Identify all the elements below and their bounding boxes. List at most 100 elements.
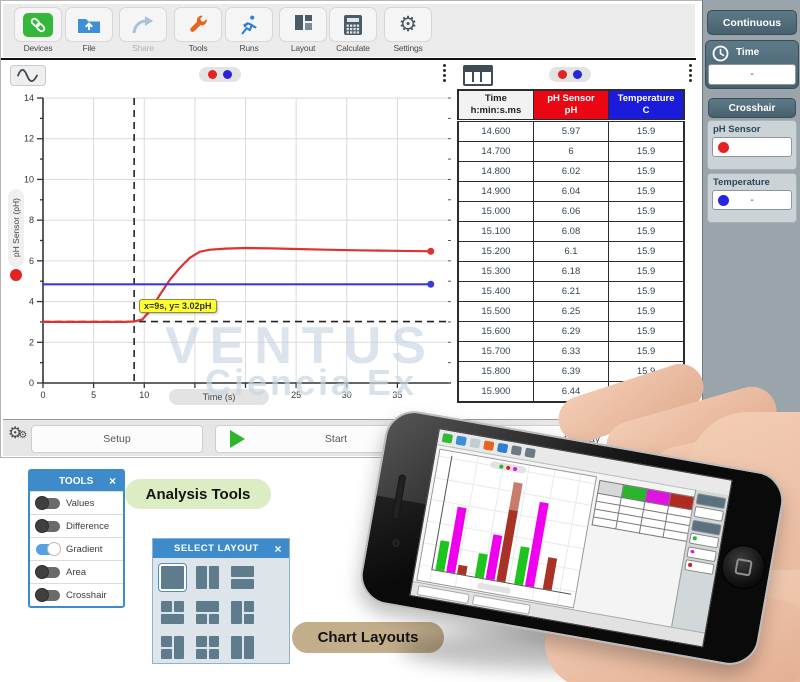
table-cell: 6.08 (532, 220, 610, 242)
runner-icon (238, 14, 260, 36)
crosshair-channel-temperature: Temperature - (707, 173, 797, 223)
layout-option-one-top-two-bottom[interactable] (194, 599, 221, 626)
column-header[interactable]: Temperature C (608, 89, 685, 121)
layout-option-two-columns-b[interactable] (229, 634, 256, 661)
table-row[interactable]: 14.900 6.04 15.9 (457, 180, 685, 202)
mini-chart-bar (457, 564, 468, 576)
table-icon[interactable] (463, 65, 493, 86)
column-header[interactable]: pH Sensor pH (532, 89, 610, 121)
mini-chart-bar (542, 557, 558, 591)
toggle-switch[interactable] (35, 565, 60, 579)
table-cell: 15.200 (457, 240, 534, 262)
toolbar-button-label: Calculate (336, 43, 370, 53)
toolbar-button-settings[interactable]: ⚙ Settings (381, 7, 435, 53)
graph-legend-pill[interactable] (199, 67, 241, 82)
table-cell: 6.21 (532, 280, 610, 302)
layout-option-two-rows[interactable] (229, 564, 256, 591)
toggle-switch[interactable] (35, 519, 60, 533)
toolbar-button-file[interactable]: File (62, 7, 116, 53)
table-cell: 6.18 (532, 260, 610, 282)
layout-option-single[interactable] (158, 563, 187, 592)
graph-menu-icon[interactable] (441, 64, 447, 82)
table-cell: 15.9 (608, 280, 685, 302)
chart-layouts-callout: Chart Layouts (292, 622, 444, 653)
table-row[interactable]: 15.200 6.1 15.9 (457, 240, 685, 262)
table-menu-icon[interactable] (687, 64, 693, 82)
close-icon[interactable]: × (274, 541, 282, 556)
table-cell: 15.000 (457, 200, 534, 222)
mini-chart-bar (446, 506, 467, 574)
table-row[interactable]: 14.700 6 15.9 (457, 140, 685, 162)
layout-option-two-top-one-bottom[interactable] (159, 599, 186, 626)
column-header[interactable]: Time h:min:s.ms (457, 89, 534, 121)
table-row[interactable]: 15.500 6.25 15.9 (457, 300, 685, 322)
table-cell: 15.300 (457, 260, 534, 282)
svg-text:25: 25 (291, 390, 301, 400)
channel-value: - (750, 194, 754, 206)
link-icon (23, 12, 53, 37)
channel-dot (718, 141, 729, 153)
setup-button[interactable]: Setup (31, 425, 203, 453)
table-row[interactable]: 15.000 6.06 15.9 (457, 200, 685, 222)
table-cell: 5.97 (532, 119, 610, 142)
data-table[interactable]: Time h:min:s.ms pH Sensor pH Temperature C 14… (457, 89, 685, 403)
toolbar-button-layout[interactable]: Layout (276, 7, 330, 53)
select-layout-panel: SELECT LAYOUT × (152, 538, 290, 664)
toggle-switch[interactable] (35, 588, 60, 602)
table-cell: 14.900 (457, 180, 534, 202)
main-toolbar: Devices File Share Tools Runs Layout Calculate… (3, 4, 695, 57)
toolbar-button-calculate[interactable]: Calculate (326, 7, 380, 53)
layout-option-two-left-one-right[interactable] (159, 634, 186, 661)
table-cell: 15.9 (608, 260, 685, 282)
channel-dot (718, 194, 729, 206)
mini-toolbar-icon (441, 433, 454, 444)
toolbar-button-label: Layout (290, 43, 316, 53)
channel-value-field[interactable] (712, 137, 792, 157)
setup-gears-icon: ⚙⚙ (8, 425, 28, 442)
mini-toolbar-icon (496, 442, 509, 454)
layout-option-one-left-two-right[interactable] (229, 599, 256, 626)
time-value-field[interactable]: - (708, 64, 796, 85)
table-cell: 15.500 (457, 300, 534, 322)
close-icon[interactable]: × (108, 474, 116, 488)
toolbar-button-runs[interactable]: Runs (222, 7, 276, 53)
table-row[interactable]: 14.600 5.97 15.9 (457, 119, 685, 142)
toggle-switch[interactable] (35, 496, 60, 510)
y-axis-label: pH Sensor (pH) (8, 189, 24, 267)
toggle-label: Area (66, 566, 87, 578)
tool-toggle-row-difference: Difference (30, 514, 123, 537)
table-row[interactable]: 15.100 6.08 15.9 (457, 220, 685, 242)
toolbar-button-devices[interactable]: Devices (11, 7, 65, 53)
crosshair-tooltip: x=9s, y= 3.02pH (139, 299, 217, 313)
graph-type-button[interactable] (10, 65, 46, 86)
table-legend-pill[interactable] (549, 67, 591, 82)
layout-icon (294, 14, 312, 35)
table-row[interactable]: 14.800 6.02 15.9 (457, 160, 685, 182)
time-label: Time (736, 47, 760, 58)
toolbar-button-label: Tools (188, 43, 208, 53)
mini-bar-chart (416, 448, 598, 609)
toolbar-button-tools[interactable]: Tools (171, 7, 225, 53)
tool-toggle-row-gradient: Gradient (30, 537, 123, 560)
table-row[interactable]: 15.600 6.29 15.9 (457, 320, 685, 342)
table-cell: 15.9 (608, 340, 685, 362)
crosshair-channel-ph-sensor: pH Sensor (707, 120, 797, 170)
gear-icon: ⚙ (398, 12, 418, 36)
svg-text:6: 6 (29, 256, 34, 266)
channel-value-field[interactable]: - (712, 190, 792, 210)
toggle-switch[interactable] (36, 542, 61, 556)
mini-sidebar-button (688, 532, 720, 549)
tool-toggle-row-area: Area (30, 560, 123, 583)
table-row[interactable]: 15.700 6.33 15.9 (457, 340, 685, 362)
table-cell: 14.600 (457, 119, 534, 142)
continuous-mode-button[interactable]: Continuous (707, 10, 797, 35)
table-row[interactable]: 15.300 6.18 15.9 (457, 260, 685, 282)
table-cell: 15.400 (457, 280, 534, 302)
layout-option-two-columns[interactable] (194, 564, 221, 591)
mini-data-table (592, 480, 696, 542)
toolbar-button-label: Settings (393, 43, 423, 53)
table-row[interactable]: 15.400 6.21 15.9 (457, 280, 685, 302)
svg-text:0: 0 (29, 378, 34, 388)
layout-option-four-quadrants[interactable] (194, 634, 221, 661)
